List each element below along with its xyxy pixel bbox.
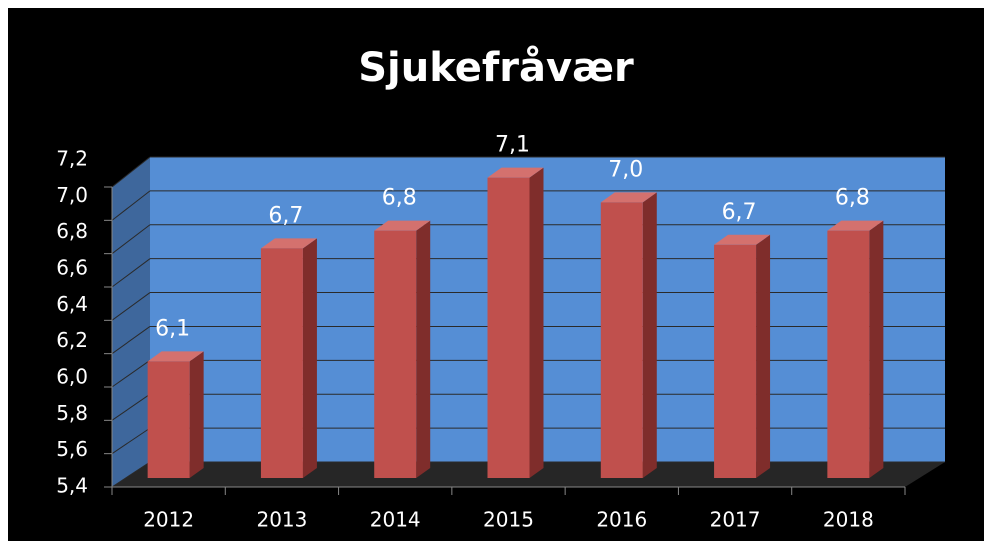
value-label: 6,8 xyxy=(835,186,870,211)
grid-line xyxy=(111,427,151,455)
y-tick-label: 6,4 xyxy=(56,292,88,316)
bar xyxy=(374,220,431,478)
bar-side xyxy=(189,351,204,478)
y-tick-label: 6,8 xyxy=(56,219,88,243)
grid-line xyxy=(111,326,151,355)
bar-front xyxy=(487,177,530,478)
x-tick-label: 2013 xyxy=(256,508,307,532)
bar xyxy=(714,234,771,478)
bar-top xyxy=(600,192,657,203)
bar xyxy=(600,192,657,478)
bar-front xyxy=(374,230,417,478)
bar-front xyxy=(147,361,190,478)
bar xyxy=(827,220,884,478)
x-tick-label: 2015 xyxy=(483,508,534,532)
y-tick-label: 6,0 xyxy=(56,365,88,389)
bar-front xyxy=(600,202,643,478)
bar-front xyxy=(714,244,757,478)
side-wall xyxy=(112,157,150,487)
bar-top xyxy=(260,238,317,249)
chart-title: Sjukefråvær xyxy=(358,44,634,91)
bar-front xyxy=(260,248,303,478)
bar-front xyxy=(827,230,870,478)
y-tick-label: 5,8 xyxy=(56,401,88,425)
y-tick-label: 7,0 xyxy=(56,183,88,207)
bar-side xyxy=(302,238,317,478)
value-label: 7,1 xyxy=(495,133,530,158)
grid-line xyxy=(111,393,151,421)
bar-side xyxy=(756,234,771,478)
grid-line xyxy=(111,292,151,321)
grid-line xyxy=(111,359,151,388)
bar xyxy=(487,167,544,478)
bar-top xyxy=(374,220,431,231)
y-tick-label: 6,6 xyxy=(56,256,88,280)
bar xyxy=(147,351,204,478)
bar-side xyxy=(642,192,657,478)
value-label: 6,7 xyxy=(722,200,757,225)
grid-line xyxy=(111,224,151,255)
bar-side xyxy=(529,167,544,478)
grid-line xyxy=(111,190,151,221)
x-tick-label: 2014 xyxy=(370,508,421,532)
x-tick-label: 2017 xyxy=(710,508,761,532)
bar-top xyxy=(147,351,204,362)
bar-side xyxy=(869,220,884,478)
value-label: 6,8 xyxy=(382,186,417,211)
value-label: 6,7 xyxy=(268,203,303,228)
grid-line xyxy=(111,156,151,188)
bar-side xyxy=(416,220,431,478)
y-tick-label: 7,2 xyxy=(56,147,88,171)
bar-top xyxy=(827,220,884,231)
value-label: 7,0 xyxy=(608,157,643,182)
bar xyxy=(260,238,317,478)
bar-top xyxy=(714,234,771,245)
x-tick-label: 2016 xyxy=(596,508,647,532)
grid-line xyxy=(111,258,151,288)
y-tick-label: 5,4 xyxy=(56,474,88,498)
bar-top xyxy=(487,167,544,178)
grid-line xyxy=(111,461,151,488)
x-tick-label: 2018 xyxy=(823,508,874,532)
y-tick-label: 5,6 xyxy=(56,437,88,461)
x-tick-label: 2012 xyxy=(143,508,194,532)
value-label: 6,1 xyxy=(155,316,190,341)
y-tick-label: 6,2 xyxy=(56,328,88,352)
